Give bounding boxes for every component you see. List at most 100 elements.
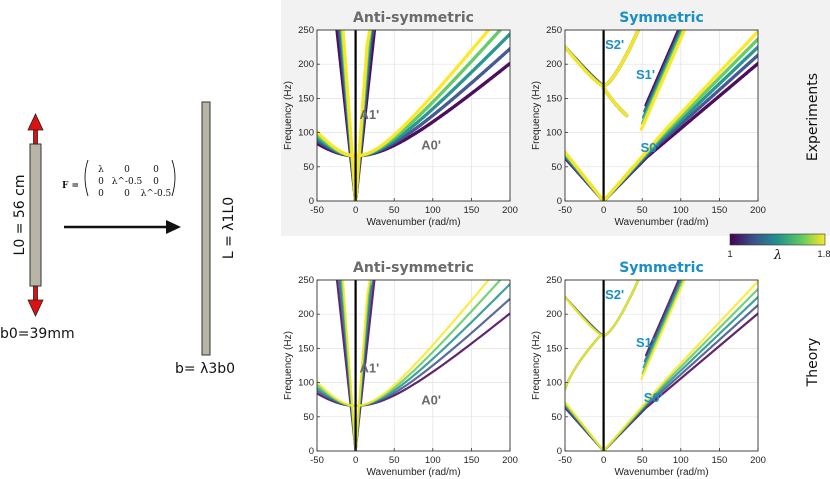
deformation-arrow-icon — [166, 220, 181, 234]
branch-label: A1' — [359, 360, 379, 375]
x-axis-label: Wavenumber (rad/m) — [614, 217, 708, 228]
y-tick-label: 250 — [298, 275, 314, 286]
y-tick-label: 0 — [557, 196, 562, 207]
panel-th_sym: -50 0 50 100 150 200050100150200250Wavenumber… — [531, 260, 766, 478]
series-curve — [565, 36, 758, 201]
branch-label: S1' — [636, 335, 655, 350]
branch-label: S2' — [605, 37, 624, 52]
x-tick-label: 0 — [353, 205, 358, 216]
plot-frame — [564, 29, 759, 202]
panel-title: Anti-symmetric — [353, 260, 474, 276]
original-strip: L0 = 56 cm b0=39mm — [0, 113, 75, 342]
y-tick-label: 50 — [303, 412, 314, 423]
deformation-gradient: F = λ 0 0 0 λ^-0.5 0 0 0 λ^-0.5 — [62, 159, 181, 234]
y-tick-label: 250 — [546, 25, 562, 36]
series-curve — [565, 287, 758, 451]
x-tick-label: 100 — [425, 205, 441, 216]
y-tick-label: 250 — [546, 275, 562, 286]
plot-area — [565, 30, 758, 201]
branch-label: A0' — [421, 392, 441, 407]
y-tick-label: 150 — [546, 93, 562, 104]
y-tick-label: 100 — [546, 378, 562, 389]
dispersion-series — [317, 280, 510, 451]
x-tick-label: 200 — [502, 205, 518, 216]
colorbar-min-label: 1 — [727, 249, 732, 260]
row-label-theory: Theory — [805, 338, 821, 388]
x-tick-label: 50 — [389, 205, 400, 216]
matrix-cell: 0 — [124, 165, 130, 175]
y-axis-label: Frequency (Hz) — [531, 81, 542, 150]
x-tick-label: 200 — [750, 205, 766, 216]
x-tick-label: 200 — [502, 455, 518, 466]
plot-area — [565, 280, 758, 451]
y-tick-label: 0 — [309, 446, 314, 457]
series-curve — [565, 280, 758, 451]
series-curve — [356, 297, 510, 407]
y-axis-label: Frequency (Hz) — [283, 81, 294, 150]
matrix-left-bracket — [84, 159, 89, 197]
dispersion-series — [565, 280, 758, 451]
series-curve — [317, 380, 356, 407]
matrix-cell: λ^-0.5 — [141, 189, 172, 199]
colorbar-gradient — [729, 233, 826, 246]
deformed-width-label: b= λ3b0 — [175, 361, 235, 377]
series-curve — [356, 280, 490, 407]
x-tick-label: 0 — [601, 205, 606, 216]
matrix-cell: 0 — [153, 177, 159, 187]
branch-label: A1' — [359, 107, 379, 122]
branch-label: S2' — [605, 287, 624, 302]
y-tick-label: 0 — [309, 196, 314, 207]
x-tick-label: 50 — [389, 455, 400, 466]
series-curve — [641, 280, 685, 375]
y-tick-label: 100 — [298, 128, 314, 139]
x-tick-label: -50 — [558, 205, 572, 216]
series-curve — [341, 30, 358, 201]
y-tick-label: 250 — [298, 25, 314, 36]
plot-frame — [316, 29, 511, 202]
deformed-strip: L = λ1L0 b= λ3b0 — [175, 101, 237, 377]
series-curve — [565, 303, 758, 451]
series-curve — [642, 280, 683, 369]
panel-title: Anti-symmetric — [353, 10, 474, 26]
deformed-strip-body — [201, 101, 211, 356]
panel-exp_anti: -50 0 50 100 150 200050100150200250Wavenumber… — [283, 10, 518, 228]
series-curve — [565, 334, 601, 391]
dispersion-series — [565, 30, 758, 201]
series-curve — [565, 44, 758, 201]
x-axis-label: Wavenumber (rad/m) — [366, 467, 460, 478]
panel-th_anti: -50 0 50 100 150 200050100150200250Wavenumber… — [283, 260, 518, 478]
series-curve — [565, 61, 758, 201]
y-axis-label: Frequency (Hz) — [531, 331, 542, 400]
matrix-symbol: F = — [62, 181, 79, 191]
y-tick-label: 150 — [298, 343, 314, 354]
y-tick-label: 100 — [546, 128, 562, 139]
panel-exp_sym: -50 0 50 100 150 200050100150200250Wavenumber… — [531, 10, 766, 228]
series-curve — [644, 280, 680, 357]
dispersion-series — [317, 30, 510, 201]
original-strip-body — [29, 143, 42, 287]
series-curve — [601, 86, 629, 118]
bottom-arrow-icon — [27, 285, 44, 317]
series-curve — [341, 280, 357, 451]
matrix-right-bracket — [171, 159, 176, 197]
series-curve — [639, 30, 687, 131]
x-tick-label: 200 — [750, 455, 766, 466]
x-tick-label: 100 — [673, 455, 689, 466]
row-label-experiments: Experiments — [805, 73, 821, 161]
matrix-cell: λ^-0.5 — [112, 177, 143, 187]
series-curve — [565, 52, 758, 201]
y-tick-label: 200 — [298, 309, 314, 320]
deformed-length-label: L = λ1L0 — [221, 197, 237, 259]
plot-frame — [316, 279, 511, 452]
matrix-cells: λ 0 0 0 λ^-0.5 0 0 0 λ^-0.5 — [98, 165, 171, 199]
matrix-cell: 0 — [98, 189, 104, 199]
x-tick-label: -50 — [310, 205, 324, 216]
series-curve — [643, 280, 682, 363]
original-width-label: b0=39mm — [0, 326, 75, 342]
x-tick-label: 100 — [425, 455, 441, 466]
colorbar-max-label: 1.8 — [817, 249, 830, 260]
x-tick-label: -50 — [558, 455, 572, 466]
branch-label: S1' — [636, 67, 655, 82]
y-tick-label: 50 — [303, 162, 314, 173]
